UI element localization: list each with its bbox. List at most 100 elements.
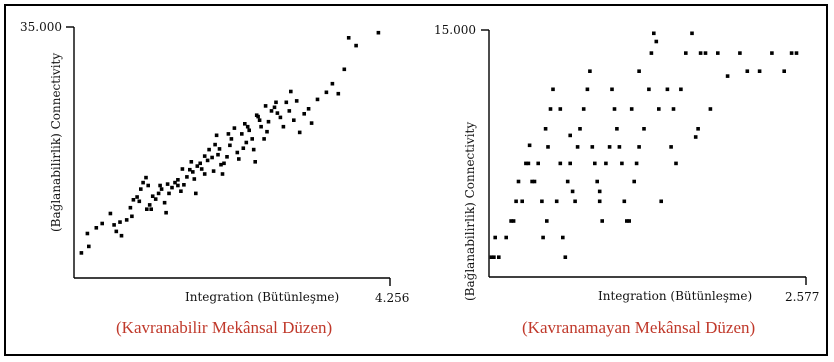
right-point	[568, 133, 572, 138]
right-point	[526, 161, 531, 166]
right-point	[588, 69, 592, 73]
right-point	[520, 199, 524, 204]
left-point	[235, 150, 240, 155]
right-point	[516, 179, 521, 184]
left-point	[251, 147, 256, 152]
left-point	[253, 160, 257, 164]
left-point	[294, 99, 299, 103]
right-point	[627, 219, 631, 223]
left-point	[324, 90, 329, 95]
left-point	[292, 118, 296, 122]
left-point	[189, 160, 194, 164]
left-point	[220, 172, 225, 176]
left-point	[213, 142, 217, 147]
left-point	[131, 198, 136, 202]
right-point	[654, 39, 659, 44]
left-point	[354, 43, 358, 48]
right-point	[632, 179, 636, 184]
left-point	[147, 203, 152, 207]
left-data-points	[79, 30, 381, 255]
left-point	[192, 177, 197, 181]
left-point	[205, 158, 210, 163]
left-point	[159, 187, 164, 191]
left-point	[250, 137, 254, 141]
right-point	[745, 69, 750, 73]
left-point	[145, 207, 149, 211]
left-point	[128, 205, 133, 210]
left-point	[278, 115, 283, 120]
right-point	[541, 235, 545, 240]
right-point	[558, 161, 563, 166]
left-point	[243, 122, 247, 126]
right-point	[570, 189, 575, 194]
right-point	[669, 145, 673, 149]
right-point	[665, 87, 670, 92]
right-point	[581, 107, 586, 111]
left-y-axis-label: (Bağlanabilirlik) Connectivity	[49, 53, 63, 232]
left-point	[207, 147, 211, 152]
left-point	[247, 128, 251, 133]
left-point	[167, 191, 171, 196]
right-point	[610, 87, 614, 92]
left-point	[266, 119, 271, 124]
right-point	[504, 235, 508, 240]
left-point	[237, 157, 241, 161]
right-point	[565, 179, 570, 184]
left-point	[153, 197, 158, 201]
left-point	[144, 175, 148, 180]
left-point	[214, 133, 219, 138]
right-point	[679, 87, 683, 92]
right-point	[693, 135, 698, 139]
right-point	[511, 219, 516, 223]
left-point	[222, 161, 226, 166]
left-point	[330, 81, 335, 86]
right-point	[617, 145, 622, 149]
left-point	[124, 218, 129, 222]
left-point	[259, 124, 263, 129]
right-point	[647, 87, 651, 92]
right-point	[625, 219, 629, 223]
left-point	[118, 220, 122, 224]
left-point	[182, 183, 186, 187]
right-data-points	[489, 31, 799, 259]
chart-left: 35.000 4.256 Integration (Bütünleşme) (B…	[20, 20, 409, 337]
right-point	[597, 199, 602, 204]
left-y-tick-label: 35.000	[20, 20, 62, 34]
left-point	[289, 89, 293, 94]
right-point	[546, 145, 550, 149]
right-point	[757, 69, 762, 73]
left-point	[210, 155, 214, 160]
left-point	[275, 111, 280, 115]
right-point	[568, 161, 572, 166]
left-point	[141, 180, 145, 185]
right-point	[590, 145, 595, 149]
left-point	[180, 167, 185, 171]
left-point	[219, 162, 223, 167]
left-point	[156, 191, 161, 196]
left-point	[165, 182, 170, 186]
right-x-tick-label: 2.577	[785, 290, 819, 304]
left-point	[119, 233, 124, 238]
right-point	[622, 199, 627, 204]
right-point	[725, 74, 730, 78]
right-point	[597, 189, 602, 194]
right-point	[493, 235, 497, 240]
left-point	[306, 107, 311, 111]
right-point	[536, 161, 540, 166]
left-point	[202, 172, 207, 176]
right-point	[554, 199, 559, 204]
left-point	[287, 109, 292, 113]
right-point	[604, 161, 608, 166]
left-point	[158, 183, 162, 188]
right-point	[637, 69, 641, 73]
right-point	[545, 219, 549, 223]
right-point	[794, 51, 799, 55]
left-point	[194, 191, 198, 196]
left-point	[217, 147, 222, 151]
right-point	[551, 87, 555, 92]
right-point	[738, 51, 742, 55]
left-point	[164, 210, 168, 215]
right-point	[696, 127, 700, 131]
right-point	[690, 31, 694, 36]
